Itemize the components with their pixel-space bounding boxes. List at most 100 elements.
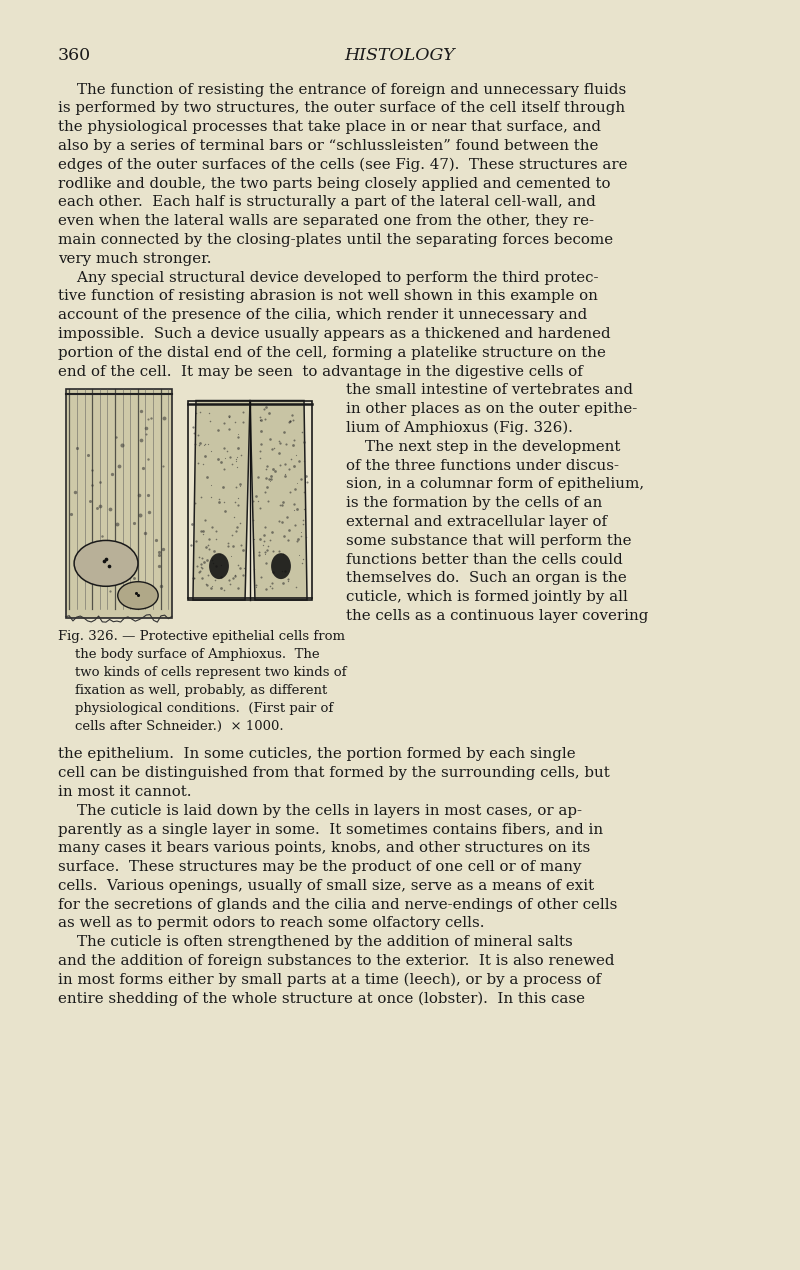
Ellipse shape bbox=[118, 582, 158, 610]
Text: is the formation by the cells of an: is the formation by the cells of an bbox=[346, 497, 602, 511]
Point bbox=[203, 403, 216, 423]
Point bbox=[194, 554, 207, 574]
Point bbox=[274, 455, 286, 475]
Text: cells after Schneider.)  × 1000.: cells after Schneider.) × 1000. bbox=[58, 720, 283, 733]
Text: in most forms either by small parts at a time (leech), or by a process of: in most forms either by small parts at a… bbox=[58, 973, 601, 987]
Point bbox=[234, 474, 246, 494]
Point bbox=[69, 481, 82, 502]
Point bbox=[231, 424, 244, 444]
Text: The cuticle is laid down by the cells in layers in most cases, or ap-: The cuticle is laid down by the cells in… bbox=[58, 804, 582, 818]
Point bbox=[261, 456, 274, 476]
Point bbox=[231, 495, 244, 516]
Point bbox=[264, 575, 277, 596]
Point bbox=[260, 458, 273, 479]
Text: rodlike and double, the two parts being closely applied and cemented to: rodlike and double, the two parts being … bbox=[58, 177, 610, 190]
Point bbox=[138, 523, 151, 544]
Point bbox=[247, 559, 260, 579]
Point bbox=[154, 577, 167, 597]
Point bbox=[251, 467, 264, 488]
Point bbox=[153, 541, 166, 561]
Point bbox=[300, 466, 313, 486]
Bar bbox=[66, 389, 172, 618]
Point bbox=[223, 419, 236, 439]
Text: The function of resisting the entrance of foreign and unnecessary fluids: The function of resisting the entrance o… bbox=[58, 83, 626, 97]
Point bbox=[285, 448, 298, 469]
Point bbox=[207, 541, 220, 561]
Point bbox=[188, 568, 201, 588]
Point bbox=[282, 458, 295, 479]
Point bbox=[196, 568, 209, 588]
Point bbox=[194, 403, 206, 423]
Text: impossible.  Such a device usually appears as a thickened and hardened: impossible. Such a device usually appear… bbox=[58, 328, 610, 342]
Point bbox=[142, 409, 154, 429]
Point bbox=[222, 406, 235, 427]
Polygon shape bbox=[250, 400, 307, 599]
Point bbox=[262, 491, 274, 512]
Point bbox=[282, 572, 294, 592]
Point bbox=[260, 579, 273, 599]
Point bbox=[287, 436, 300, 456]
Point bbox=[297, 511, 310, 531]
Point bbox=[206, 554, 219, 574]
Point bbox=[293, 451, 306, 471]
Point bbox=[254, 447, 266, 467]
Point bbox=[264, 530, 277, 550]
Point bbox=[254, 441, 266, 461]
Point bbox=[209, 556, 222, 577]
Point bbox=[201, 467, 214, 488]
Text: lium of Amphioxus (Fig. 326).: lium of Amphioxus (Fig. 326). bbox=[346, 422, 573, 436]
Text: entire shedding of the whole structure at once (lobster).  In this case: entire shedding of the whole structure a… bbox=[58, 992, 585, 1006]
Point bbox=[192, 453, 205, 474]
Point bbox=[292, 528, 305, 549]
Point bbox=[224, 574, 237, 594]
Point bbox=[267, 561, 280, 582]
Point bbox=[232, 555, 245, 575]
Point bbox=[264, 466, 277, 486]
Point bbox=[187, 417, 200, 437]
Point bbox=[195, 547, 208, 568]
Point bbox=[265, 578, 278, 598]
Point bbox=[276, 573, 289, 593]
Point bbox=[94, 472, 106, 493]
Point bbox=[296, 422, 309, 442]
Point bbox=[226, 536, 239, 556]
Point bbox=[213, 544, 226, 564]
Point bbox=[298, 432, 310, 452]
Point bbox=[230, 448, 242, 469]
Point bbox=[140, 423, 153, 443]
Point bbox=[276, 495, 289, 516]
Text: in other places as on the outer epithe-: in other places as on the outer epithe- bbox=[346, 403, 637, 417]
Point bbox=[158, 408, 170, 428]
Text: cells.  Various openings, usually of small size, serve as a means of exit: cells. Various openings, usually of smal… bbox=[58, 879, 594, 893]
Point bbox=[283, 410, 296, 431]
Text: physiological conditions.  (First pair of: physiological conditions. (First pair of bbox=[58, 702, 333, 715]
Point bbox=[230, 476, 242, 497]
Point bbox=[106, 465, 118, 485]
Point bbox=[203, 538, 216, 559]
Point bbox=[253, 541, 266, 561]
Point bbox=[214, 452, 227, 472]
Point bbox=[157, 456, 170, 476]
Point bbox=[258, 409, 271, 429]
Point bbox=[142, 450, 154, 470]
Point bbox=[254, 434, 267, 455]
Point bbox=[262, 403, 275, 423]
Point bbox=[260, 467, 273, 488]
Point bbox=[222, 570, 235, 591]
Point bbox=[226, 568, 239, 588]
Point bbox=[198, 511, 211, 531]
Point bbox=[276, 491, 289, 512]
Point bbox=[286, 405, 298, 425]
Point bbox=[201, 574, 214, 594]
Point bbox=[86, 475, 98, 495]
Point bbox=[282, 569, 294, 589]
Point bbox=[218, 491, 230, 512]
Point bbox=[253, 545, 266, 565]
Point bbox=[230, 451, 242, 471]
Text: each other.  Each half is structurally a part of the lateral cell-wall, and: each other. Each half is structurally a … bbox=[58, 196, 595, 210]
Point bbox=[247, 509, 260, 530]
Point bbox=[115, 434, 128, 455]
Point bbox=[238, 558, 250, 578]
Point bbox=[134, 431, 147, 451]
Text: is performed by two structures, the outer surface of the cell itself through: is performed by two structures, the oute… bbox=[58, 102, 625, 116]
